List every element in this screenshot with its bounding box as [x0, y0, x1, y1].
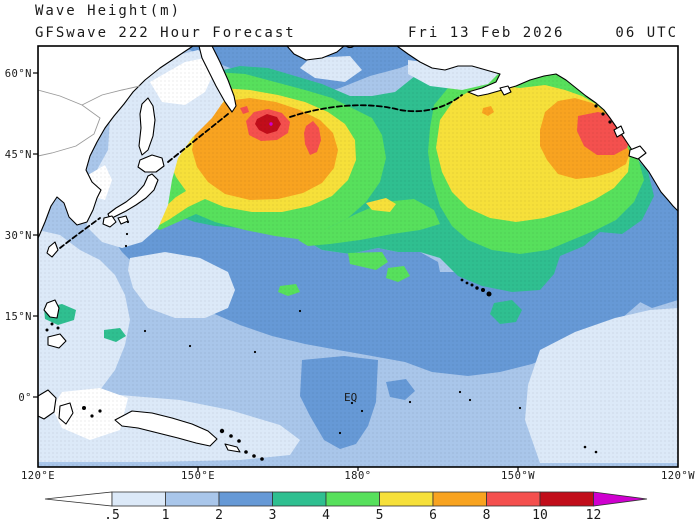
land-mindanao	[47, 333, 67, 349]
lon-label-120w: 120°W	[661, 470, 695, 482]
country-border-line-2	[81, 85, 141, 106]
colorbar-label-4: 4	[322, 508, 330, 523]
small-islands	[45, 104, 612, 461]
kuril-islands-chain	[167, 113, 229, 163]
land-kodiak-island	[499, 85, 512, 96]
valid-hour-utc: 06 UTC	[615, 25, 678, 41]
colorbar-seg-4-5	[325, 491, 380, 507]
land-luzon	[43, 299, 60, 319]
longitude-axis: 120°E 150°E 180° 150°W 120°W	[21, 467, 695, 482]
land-asia	[38, 46, 194, 239]
latitude-axis: 60°N 45°N 30°N 15°N 0°	[5, 68, 38, 404]
colorbar-label-5: 5	[376, 508, 384, 523]
land-vancouver-island	[628, 145, 647, 160]
lat-label-15n: 15°N	[5, 311, 32, 323]
colorbar-seg-3-4	[272, 491, 327, 507]
land-north-america	[396, 46, 678, 212]
land-taiwan	[46, 241, 59, 258]
country-border-line	[38, 89, 101, 157]
land-borneo	[38, 389, 57, 420]
land-sulawesi	[58, 402, 74, 425]
colorbar-label-10: 10	[532, 508, 548, 523]
colorbar-seg-2-3	[218, 491, 273, 507]
colorbar-arrow-high	[593, 491, 648, 507]
ryukyu-islands-chain	[59, 217, 101, 249]
land-haida-gwaii	[613, 125, 625, 138]
colorbar-label-2: 2	[215, 508, 223, 523]
colorbar-label-6: 6	[429, 508, 437, 523]
land-hokkaido	[137, 154, 165, 173]
lat-label-30n: 30°N	[5, 230, 32, 242]
colorbar-arrow-low	[44, 491, 113, 507]
lon-label-150e: 150°E	[181, 470, 215, 482]
equator-label: EQ	[344, 391, 357, 404]
valid-date: Fri 13 Feb 2026	[408, 25, 564, 41]
lat-label-45n: 45°N	[5, 149, 32, 161]
landmasses	[38, 46, 678, 453]
land-new-guinea	[114, 410, 218, 447]
colorbar-label-1: 1	[162, 508, 170, 523]
land-kamchatka	[198, 46, 237, 113]
lon-label-150w: 150°W	[501, 470, 535, 482]
page-title: Wave Height(m)	[35, 3, 181, 19]
colorbar: .5 1 2 3 4 5 6 8 10 12	[44, 491, 648, 523]
colorbar-label-0p5: .5	[104, 508, 120, 523]
colorbar-seg-6-8	[432, 491, 487, 507]
colorbar-seg-8-10	[486, 491, 541, 507]
colorbar-label-8: 8	[483, 508, 491, 523]
dither-texture-overlay	[38, 46, 678, 467]
colorbar-seg-1-2	[165, 491, 220, 507]
lon-label-180: 180°	[344, 470, 371, 482]
map-canvas: EQ	[38, 46, 678, 467]
aleutian-islands-chain	[289, 94, 463, 118]
lat-label-60n: 60°N	[5, 68, 32, 80]
land-sakhalin	[138, 97, 156, 156]
colorbar-seg-5-6	[379, 491, 434, 507]
colorbar-label-12: 12	[586, 508, 602, 523]
land-kyushu	[102, 215, 117, 228]
lon-label-120e: 120°E	[21, 470, 55, 482]
lat-label-0: 0°	[18, 392, 32, 404]
colorbar-seg-10-12	[539, 491, 594, 507]
land-chukotka	[286, 46, 345, 61]
colorbar-label-3: 3	[269, 508, 277, 523]
land-new-britain	[224, 443, 241, 453]
colorbar-seg-0p5-1	[111, 491, 166, 507]
model-forecast-label: GFSwave 222 Hour Forecast	[35, 25, 296, 41]
